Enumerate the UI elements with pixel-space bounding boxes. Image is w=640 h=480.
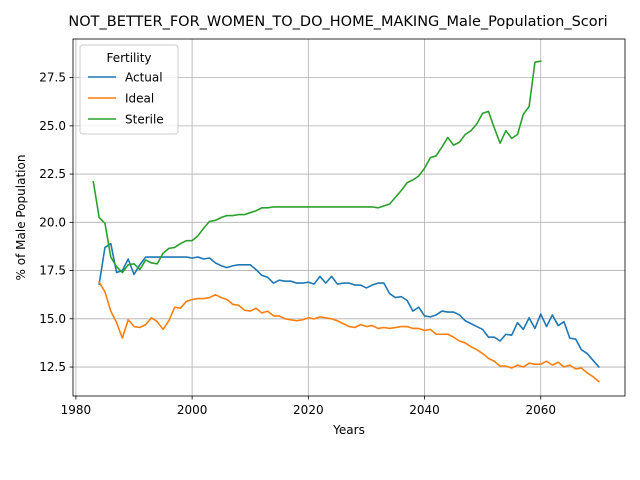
y-tick-label: 22.5 — [39, 167, 66, 181]
y-tick-label: 15.0 — [39, 312, 66, 326]
legend-label-sterile: Sterile — [125, 113, 164, 127]
chart-title: NOT_BETTER_FOR_WOMEN_TO_DO_HOME_MAKING_M… — [68, 14, 607, 30]
legend-title: Fertility — [106, 51, 151, 65]
x-tick-label: 2060 — [525, 403, 556, 417]
y-tick-label: 17.5 — [39, 264, 66, 278]
y-axis-label: % of Male Population — [14, 155, 28, 281]
x-tick-label: 2000 — [177, 403, 208, 417]
x-tick-label: 2020 — [293, 403, 324, 417]
y-tick-label: 27.5 — [39, 71, 66, 85]
legend-label-actual: Actual — [125, 71, 163, 85]
legend-label-ideal: Ideal — [125, 92, 154, 106]
x-tick-label: 1980 — [61, 403, 92, 417]
y-tick-label: 12.5 — [39, 360, 66, 374]
series-line-ideal — [99, 282, 599, 381]
y-tick-label: 20.0 — [39, 215, 66, 229]
x-axis-label: Years — [332, 423, 365, 437]
legend: Fertility Actual Ideal Sterile — [80, 45, 178, 134]
y-tick-label: 25.0 — [39, 119, 66, 133]
series-line-actual — [99, 244, 599, 367]
x-tick-label: 2040 — [409, 403, 440, 417]
